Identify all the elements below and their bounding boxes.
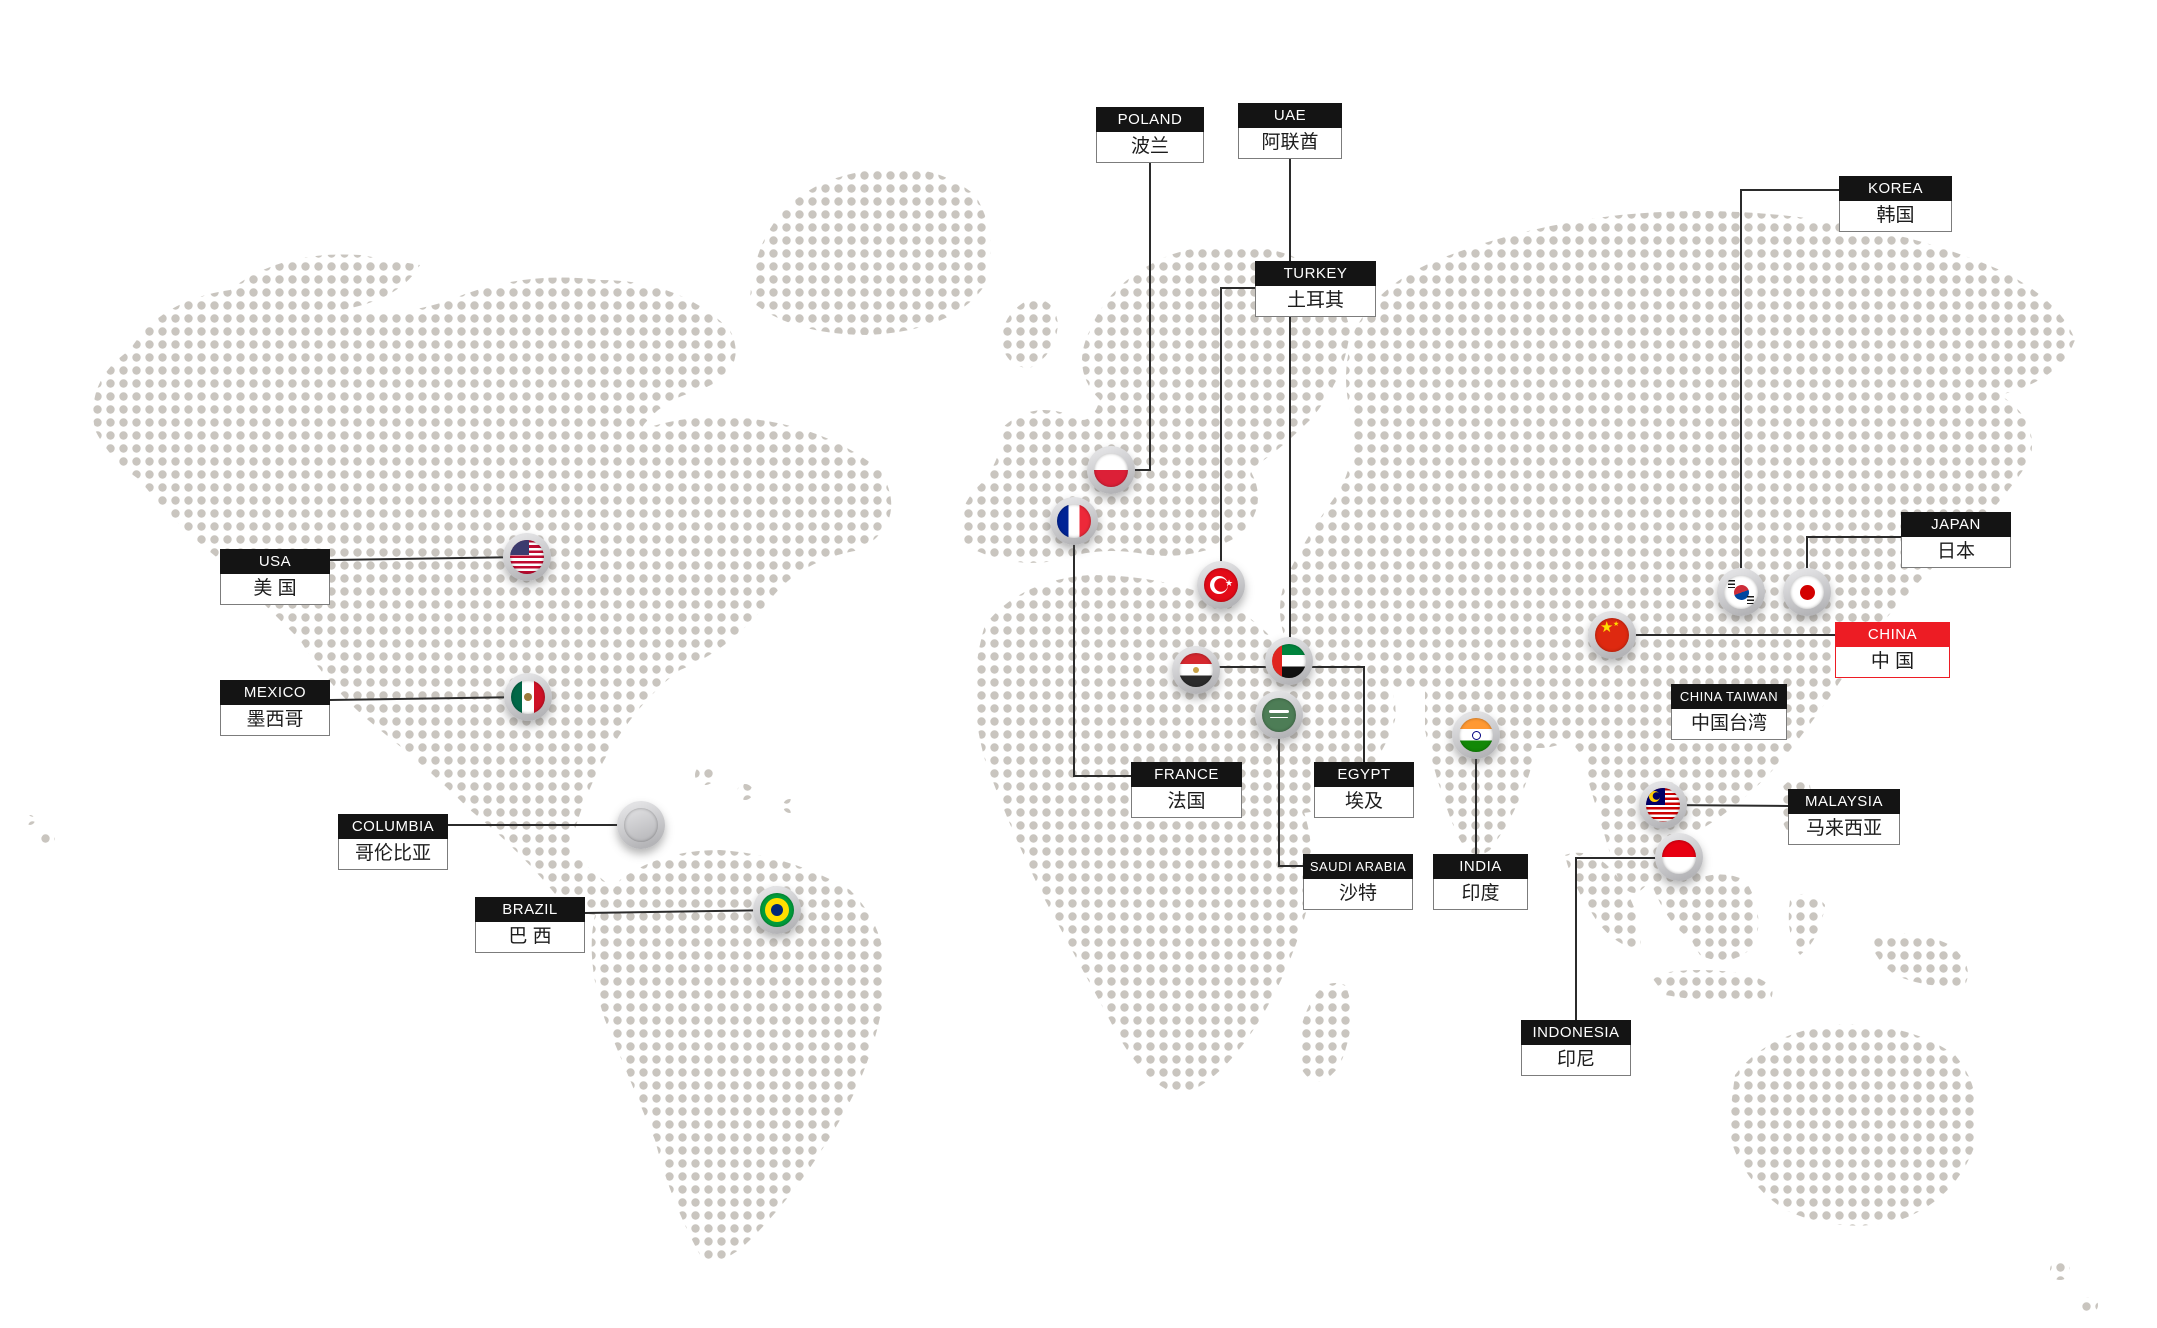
turkey-flag [1204, 568, 1238, 602]
connector-line-indonesia [1575, 857, 1679, 1020]
country-name-en: CHINA [1835, 622, 1950, 647]
connector-line-turkey [1220, 287, 1255, 585]
japan-flag-pin [1783, 568, 1831, 616]
country-name-cn: 土耳其 [1255, 286, 1376, 317]
usa-flag-pin [503, 533, 551, 581]
india-flag [1459, 718, 1493, 752]
colombia-flag-pin [617, 801, 665, 849]
country-name-en: MEXICO [220, 680, 330, 705]
france-flag-pin [1050, 497, 1098, 545]
country-name-cn: 阿联酋 [1238, 128, 1342, 159]
country-label-malaysia: MALAYSIA 马来西亚 [1788, 789, 1900, 845]
saudi-arabia-flag [1262, 698, 1296, 732]
connector-line-mexico [329, 696, 529, 701]
country-name-cn: 马来西亚 [1788, 814, 1900, 845]
country-label-brazil: BRAZIL 巴 西 [475, 897, 585, 953]
country-name-en: COLUMBIA [338, 814, 448, 839]
country-label-indonesia: INDONESIA 印尼 [1521, 1020, 1631, 1076]
connector-line-saudi-arabia [1278, 715, 1303, 867]
country-name-cn: 沙特 [1303, 879, 1413, 910]
country-label-saudi-arabia: SAUDI ARABIA 沙特 [1303, 854, 1413, 910]
country-name-cn: 波兰 [1096, 132, 1204, 163]
country-name-cn: 印度 [1433, 879, 1528, 910]
china-flag-pin [1588, 611, 1636, 659]
country-label-china-taiwan: CHINA TAIWAN 中国台湾 [1671, 684, 1787, 740]
egypt-flag-pin [1172, 646, 1220, 694]
country-label-china: CHINA 中 国 [1835, 622, 1950, 678]
indonesia-flag [1662, 840, 1696, 874]
country-label-korea: KOREA 韩国 [1839, 176, 1952, 232]
poland-flag-pin [1087, 446, 1135, 494]
country-name-en: TURKEY [1255, 261, 1376, 286]
turkey-flag-pin [1197, 561, 1245, 609]
country-name-en: FRANCE [1131, 762, 1242, 787]
egypt-flag [1179, 653, 1213, 687]
connector-line-egypt [1196, 666, 1365, 762]
country-name-en: POLAND [1096, 107, 1204, 132]
country-name-cn: 美 国 [220, 574, 330, 605]
indonesia-flag-pin [1655, 833, 1703, 881]
country-name-en: MALAYSIA [1788, 789, 1900, 814]
mexico-flag [511, 680, 545, 714]
brazil-flag-pin [753, 886, 801, 934]
poland-flag [1094, 453, 1128, 487]
country-name-cn: 巴 西 [475, 922, 585, 953]
connector-line-france [1073, 521, 1131, 777]
country-name-en: CHINA TAIWAN [1671, 684, 1787, 709]
country-name-en: USA [220, 549, 330, 574]
france-flag [1057, 504, 1091, 538]
country-name-cn: 墨西哥 [220, 705, 330, 736]
country-label-usa: USA 美 国 [220, 549, 330, 605]
country-label-columbia: COLUMBIA 哥伦比亚 [338, 814, 448, 870]
malaysia-flag [1646, 788, 1680, 822]
korea-flag [1724, 575, 1758, 609]
connector-line-korea [1740, 189, 1839, 592]
india-flag-pin [1452, 711, 1500, 759]
country-name-en: SAUDI ARABIA [1303, 854, 1413, 879]
country-label-turkey: TURKEY 土耳其 [1255, 261, 1376, 317]
china-flag [1595, 618, 1629, 652]
country-name-en: BRAZIL [475, 897, 585, 922]
malaysia-flag-pin [1639, 781, 1687, 829]
country-name-cn: 中 国 [1835, 647, 1950, 678]
japan-flag [1790, 575, 1824, 609]
saudi-arabia-flag-pin [1255, 691, 1303, 739]
country-name-cn: 日本 [1901, 537, 2011, 568]
country-name-cn: 哥伦比亚 [338, 839, 448, 870]
country-name-en: INDONESIA [1521, 1020, 1631, 1045]
country-name-en: JAPAN [1901, 512, 2011, 537]
country-name-cn: 法国 [1131, 787, 1242, 818]
country-name-cn: 韩国 [1839, 201, 1952, 232]
korea-flag-pin [1717, 568, 1765, 616]
connector-line-poland [1111, 160, 1151, 471]
country-label-france: FRANCE 法国 [1131, 762, 1242, 818]
colombia-flag [624, 808, 658, 842]
country-name-en: KOREA [1839, 176, 1952, 201]
country-name-cn: 埃及 [1314, 787, 1414, 818]
mexico-flag-pin [504, 673, 552, 721]
country-label-egypt: EGYPT 埃及 [1314, 762, 1414, 818]
country-label-india: INDIA 印度 [1433, 854, 1528, 910]
country-name-cn: 中国台湾 [1671, 709, 1787, 740]
country-label-japan: JAPAN 日本 [1901, 512, 2011, 568]
country-label-uae: UAE 阿联酋 [1238, 103, 1342, 159]
brazil-flag [760, 893, 794, 927]
country-name-cn: 印尼 [1521, 1045, 1631, 1076]
country-name-en: UAE [1238, 103, 1342, 128]
country-name-en: EGYPT [1314, 762, 1414, 787]
uae-flag [1272, 644, 1306, 678]
country-label-mexico: MEXICO 墨西哥 [220, 680, 330, 736]
uae-flag-pin [1265, 637, 1313, 685]
connector-line-brazil [584, 909, 778, 914]
country-name-en: INDIA [1433, 854, 1528, 879]
connector-line-usa [329, 556, 528, 561]
country-label-poland: POLAND 波兰 [1096, 107, 1204, 163]
usa-flag [510, 540, 544, 574]
